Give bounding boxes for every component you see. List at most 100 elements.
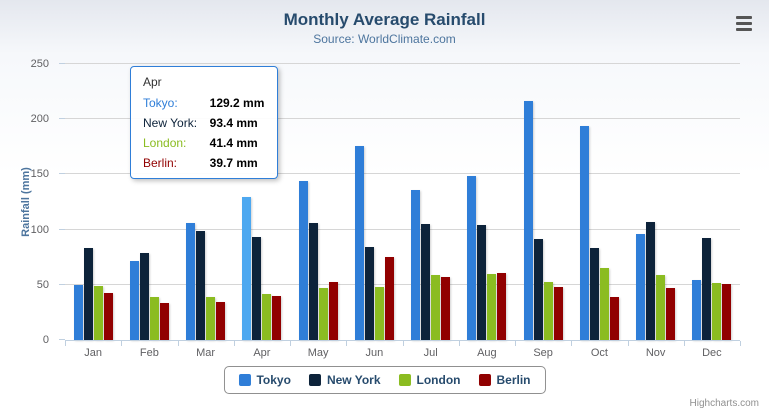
- x-axis-tick: [177, 341, 179, 346]
- x-axis-line: [65, 340, 740, 341]
- bar-london-aug[interactable]: [487, 274, 497, 340]
- bar-group-oct: [571, 64, 627, 340]
- bar-tokyo-dec[interactable]: [692, 279, 702, 340]
- bar-london-dec[interactable]: [712, 283, 722, 340]
- bar-new-york-apr[interactable]: [252, 236, 262, 340]
- bar-new-york-jul[interactable]: [421, 224, 431, 340]
- x-axis-tick: [65, 341, 66, 346]
- tooltip-series-value: 129.2 mm: [209, 96, 265, 110]
- y-axis-tick: [59, 339, 65, 340]
- bar-groups: [65, 64, 740, 340]
- bar-london-jul[interactable]: [431, 274, 441, 340]
- bar-tokyo-mar[interactable]: [186, 222, 196, 340]
- bar-group-jun: [346, 64, 402, 340]
- y-axis-tick: [59, 228, 65, 230]
- legend-label: Tokyo: [256, 373, 291, 387]
- bar-berlin-jul[interactable]: [441, 276, 451, 340]
- x-axis-tick: [683, 341, 685, 346]
- bar-tokyo-feb[interactable]: [129, 261, 139, 340]
- bar-berlin-jun[interactable]: [384, 256, 394, 340]
- bar-new-york-feb[interactable]: [139, 253, 149, 340]
- bar-group-mar: [178, 64, 234, 340]
- legend-label: London: [416, 373, 461, 387]
- bar-new-york-mar[interactable]: [196, 231, 206, 340]
- bar-group-apr: [234, 64, 290, 340]
- legend-item-new-york[interactable]: New York: [308, 373, 381, 387]
- bar-london-apr[interactable]: [262, 294, 272, 340]
- bar-tokyo-sep[interactable]: [523, 101, 533, 340]
- bar-group-jul: [403, 64, 459, 340]
- bar-new-york-nov[interactable]: [646, 222, 656, 340]
- bar-berlin-may[interactable]: [328, 281, 338, 340]
- x-axis-labels: Jan Feb Mar Apr May Jun Jul Aug Sep Oct Nov Dec: [65, 347, 740, 359]
- bar-group-jan: [65, 64, 121, 340]
- x-axis-label-apr: Apr: [253, 347, 271, 359]
- bar-berlin-apr[interactable]: [272, 296, 282, 340]
- tooltip-series-label: London:: [143, 136, 187, 150]
- x-axis-tick: [458, 341, 460, 346]
- x-axis-label-mar: Mar: [196, 347, 216, 359]
- bar-london-nov[interactable]: [656, 274, 666, 340]
- legend-item-tokyo[interactable]: Tokyo: [238, 373, 291, 387]
- tooltip-series-label: New York:: [143, 116, 198, 130]
- bar-tokyo-jul[interactable]: [411, 190, 421, 340]
- bar-tokyo-oct[interactable]: [579, 125, 589, 340]
- bar-london-jan[interactable]: [93, 286, 103, 340]
- y-axis-tick: [59, 173, 65, 175]
- x-axis-label-may: May: [307, 347, 329, 359]
- bar-tokyo-may[interactable]: [298, 181, 308, 340]
- bar-new-york-aug[interactable]: [477, 224, 487, 340]
- bar-tokyo-jan[interactable]: [73, 284, 83, 340]
- y-axis-tick-label: 250: [30, 58, 49, 70]
- tooltip-category: Apr: [143, 75, 162, 89]
- bar-london-feb[interactable]: [149, 297, 159, 340]
- bar-berlin-mar[interactable]: [216, 301, 226, 340]
- x-axis-label-dec: Dec: [702, 347, 722, 359]
- bar-berlin-sep[interactable]: [553, 287, 563, 340]
- bar-new-york-dec[interactable]: [702, 238, 712, 340]
- context-menu-button[interactable]: [731, 11, 757, 35]
- bar-berlin-feb[interactable]: [159, 303, 169, 340]
- x-axis-label-jul: Jul: [423, 347, 438, 359]
- x-axis-tick: [571, 341, 573, 346]
- bar-berlin-aug[interactable]: [497, 273, 507, 340]
- bar-berlin-oct[interactable]: [609, 296, 619, 340]
- bar-group-nov: [628, 64, 684, 340]
- y-axis-tick-label: 150: [30, 168, 49, 181]
- tooltip-series-label: Tokyo:: [143, 96, 178, 110]
- x-axis-label-oct: Oct: [590, 347, 608, 359]
- bar-new-york-sep[interactable]: [533, 239, 543, 340]
- bar-london-jun[interactable]: [374, 286, 384, 340]
- bar-tokyo-aug[interactable]: [467, 176, 477, 340]
- credits-link[interactable]: Highcharts.com: [689, 398, 759, 409]
- legend-swatch: [308, 374, 321, 386]
- tooltip-rows: Tokyo: 129.2 mm New York: 93.4 mm London: 41.…: [143, 96, 265, 170]
- y-axis-tick: [59, 283, 65, 285]
- bar-london-mar[interactable]: [206, 296, 216, 340]
- legend-item-london[interactable]: London: [398, 373, 461, 387]
- bar-tokyo-jun[interactable]: [354, 145, 364, 340]
- bar-london-may[interactable]: [318, 288, 328, 340]
- bar-new-york-may[interactable]: [308, 222, 318, 340]
- bar-tokyo-nov[interactable]: [636, 234, 646, 340]
- x-axis-label-jan: Jan: [84, 347, 102, 359]
- gridline: [65, 63, 740, 64]
- bar-group-dec: [684, 64, 740, 340]
- bar-london-oct[interactable]: [599, 268, 609, 340]
- legend-item-berlin[interactable]: Berlin: [478, 373, 531, 387]
- x-axis-tick: [290, 341, 291, 346]
- bar-new-york-jun[interactable]: [364, 246, 374, 340]
- x-axis-tick: [740, 341, 741, 346]
- x-axis-label-aug: Aug: [477, 347, 497, 359]
- bar-berlin-jan[interactable]: [103, 293, 113, 340]
- bar-berlin-dec[interactable]: [722, 283, 732, 340]
- x-axis-tick: [627, 341, 629, 346]
- y-axis-tick-label: 100: [30, 223, 49, 236]
- bar-new-york-oct[interactable]: [589, 247, 599, 340]
- bar-tokyo-apr[interactable]: [242, 197, 252, 340]
- bar-new-york-jan[interactable]: [83, 247, 93, 340]
- x-axis-label-sep: Sep: [533, 347, 553, 359]
- bar-berlin-nov[interactable]: [666, 288, 676, 340]
- bar-london-sep[interactable]: [543, 282, 553, 340]
